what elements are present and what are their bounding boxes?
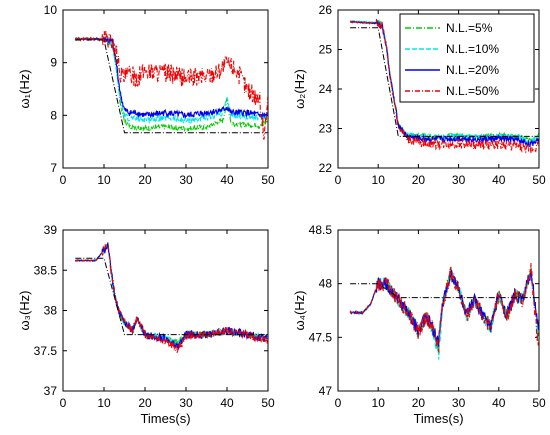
y-tick-label: 26 [319,3,333,17]
x-tick-label: 10 [97,173,111,187]
x-tick-label: 40 [492,396,506,410]
x-tick-label: 50 [261,396,275,410]
series-line-2 [74,35,268,125]
series-group [74,242,268,353]
y-tick-label: 39 [44,223,58,237]
y-tick-label: 22 [319,161,333,175]
y-tick-label: 37 [44,384,58,398]
x-tick-label: 0 [335,396,342,410]
x-tick-label: 0 [335,173,342,187]
x-tick-label: 20 [412,396,426,410]
x-tick-label: 10 [97,396,111,410]
x-axis-label: Times(s) [413,411,463,426]
y-tick-label: 38 [44,304,58,318]
series-line-4 [349,262,539,354]
y-tick-label: 37.5 [34,344,58,358]
y-axis-label: ω₄(Hz) [292,290,307,330]
series-line-4 [349,18,539,154]
x-tick-label: 30 [452,396,466,410]
x-tick-label: 0 [60,396,67,410]
chart-panel-2: 0 10 20 30 40 50 22 23 24 25 26 ω₂(Hz) N.L.=5% N.L.=1… [292,3,546,187]
y-axis-label: ω₁(Hz) [17,69,32,108]
y-tick-label: 48.5 [309,223,333,237]
x-tick-label: 20 [412,173,426,187]
series-group [74,31,268,140]
x-tick-label: 10 [372,173,386,187]
y-tick-label: 48 [319,277,333,291]
x-tick-label: 30 [452,173,466,187]
y-tick-label: 8 [50,108,57,122]
series-group [349,18,539,154]
series-line-4 [75,243,268,353]
legend-box [399,13,535,103]
x-tick-label: 40 [492,173,506,187]
series-group [349,262,539,360]
legend-label: N.L.=50% [446,84,499,98]
y-axis-label: ω₃(Hz) [17,291,32,331]
chart-panel-3: 0 10 20 30 40 50 37 37.5 38 38.5 39 ω₃(Hz) [17,223,275,410]
x-tick-label: 40 [220,173,234,187]
x-tick-label: 10 [372,396,386,410]
x-tick-label: 50 [532,173,546,187]
x-tick-label: 30 [179,396,193,410]
y-tick-label: 24 [319,82,333,96]
legend-label: N.L.=20% [446,63,499,77]
chart-panel-4: 0 10 20 30 40 50 47 47.5 48 48.5 ω₄(Hz) [292,223,546,410]
x-tick-label: 0 [60,173,67,187]
legend-label: N.L.=5% [446,21,493,35]
plot-frame [62,229,269,392]
reference-line [350,283,539,299]
y-tick-label: 7 [50,161,57,175]
y-tick-label: 9 [50,56,57,70]
reference-line [75,257,268,336]
y-tick-label: 38.5 [34,263,58,277]
x-tick-label: 50 [532,396,546,410]
legend-label: N.L.=10% [446,42,499,56]
y-tick-label: 10 [44,3,58,17]
plot-frame [62,9,269,169]
x-tick-label: 20 [138,396,152,410]
reference-line [350,27,539,137]
y-tick-label: 25 [319,43,333,57]
x-tick-label: 20 [138,173,152,187]
x-tick-label: 30 [179,173,193,187]
series-line-3 [75,36,268,119]
x-tick-label: 50 [261,173,275,187]
x-tick-label: 40 [220,396,234,410]
series-line-4 [74,31,268,140]
legend: N.L.=5% N.L.=10% N.L.=20% N.L.=50% [399,13,535,103]
y-tick-label: 47.5 [309,330,333,344]
series-line-1 [349,19,539,143]
chart-panel-1: 0 10 20 30 40 50 7 8 9 10 ω₁(Hz) [17,3,275,187]
series-line-3 [74,242,268,349]
reference-line [75,39,268,134]
y-axis-label: ω₂(Hz) [292,69,307,109]
x-axis-label: Times(s) [140,411,190,426]
y-tick-label: 23 [319,122,333,136]
y-tick-label: 47 [319,384,333,398]
